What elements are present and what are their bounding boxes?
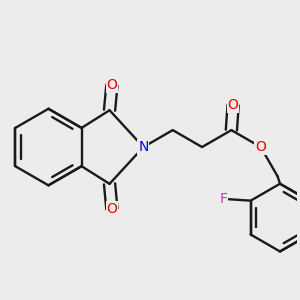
Text: O: O (106, 78, 117, 92)
Text: N: N (138, 140, 148, 154)
Text: F: F (219, 192, 227, 206)
Text: O: O (228, 98, 238, 112)
Text: O: O (255, 140, 266, 154)
Text: O: O (106, 202, 117, 216)
